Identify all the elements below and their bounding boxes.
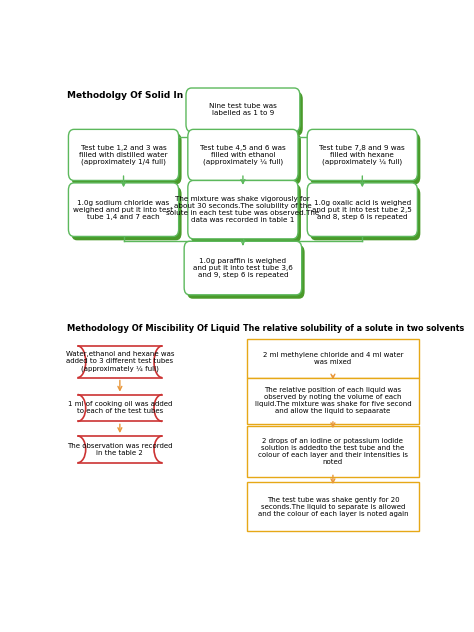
FancyBboxPatch shape <box>191 133 301 185</box>
FancyBboxPatch shape <box>307 183 418 236</box>
Text: 1.0g oxalic acid is weighed
and put it into test tube 2,5
and 8, step 6 is repea: 1.0g oxalic acid is weighed and put it i… <box>312 200 412 220</box>
FancyBboxPatch shape <box>78 346 162 377</box>
FancyBboxPatch shape <box>310 187 420 240</box>
FancyBboxPatch shape <box>186 88 300 132</box>
Text: 1.0g sodium chloride was
weighed and put it into test
tube 1,4 and 7 each: 1.0g sodium chloride was weighed and put… <box>73 200 173 220</box>
Text: Methodolgy Of Solid In Liquid: Methodolgy Of Solid In Liquid <box>66 91 217 100</box>
FancyBboxPatch shape <box>68 130 179 181</box>
FancyBboxPatch shape <box>188 130 298 181</box>
FancyBboxPatch shape <box>307 130 418 181</box>
FancyBboxPatch shape <box>188 181 298 239</box>
FancyBboxPatch shape <box>72 133 182 185</box>
FancyBboxPatch shape <box>246 339 419 377</box>
Text: 2 ml methylene chloride and 4 ml water
was mixed: 2 ml methylene chloride and 4 ml water w… <box>263 351 403 365</box>
Text: Test tube 7,8 and 9 was
filled with hexane
(approximately ¼ full): Test tube 7,8 and 9 was filled with hexa… <box>319 145 405 165</box>
FancyBboxPatch shape <box>68 183 179 236</box>
FancyBboxPatch shape <box>72 187 182 240</box>
Text: Methodology Of Miscibility Of Liquid: Methodology Of Miscibility Of Liquid <box>66 324 239 334</box>
Text: The relative solubility of a solute in two solvents: The relative solubility of a solute in t… <box>243 324 464 334</box>
FancyBboxPatch shape <box>310 133 420 185</box>
Text: The test tube was shake gently for 20
seconds.The liquid to separate is allowed
: The test tube was shake gently for 20 se… <box>257 497 408 516</box>
Text: The observation was recorded
in the table 2: The observation was recorded in the tabl… <box>67 443 173 456</box>
Text: The relative position of each liquid was
observed by noting the volume of each
l: The relative position of each liquid was… <box>255 387 411 414</box>
FancyBboxPatch shape <box>78 394 162 422</box>
Text: Test tube 4,5 and 6 was
filled with ethanol
(approximately ¼ full): Test tube 4,5 and 6 was filled with etha… <box>200 145 286 165</box>
Text: 1 ml of cooking oil was added
to each of the test tubes: 1 ml of cooking oil was added to each of… <box>68 401 172 415</box>
FancyBboxPatch shape <box>78 436 162 463</box>
FancyBboxPatch shape <box>246 426 419 477</box>
FancyBboxPatch shape <box>246 377 419 424</box>
FancyBboxPatch shape <box>246 482 419 531</box>
Text: 2 drops of an iodine or potassium iodide
solution is addedto the test tube and t: 2 drops of an iodine or potassium iodide… <box>258 438 408 465</box>
Text: Test tube 1,2 and 3 was
filled with distilled water
(approximately 1/4 full): Test tube 1,2 and 3 was filled with dist… <box>79 145 168 165</box>
Text: Nine test tube was
labelled as 1 to 9: Nine test tube was labelled as 1 to 9 <box>209 104 277 116</box>
FancyBboxPatch shape <box>184 241 301 295</box>
Text: The mixture was shake vigorously for
about 30 seconds.The solubility of the
solu: The mixture was shake vigorously for abo… <box>166 196 319 223</box>
Text: Water,ethanol and hexane was
added to 3 different test tubes
(approximately ¼ fu: Water,ethanol and hexane was added to 3 … <box>65 351 174 372</box>
FancyBboxPatch shape <box>189 92 303 136</box>
FancyBboxPatch shape <box>191 185 301 243</box>
Text: 1.0g paraffin is weighed
and put it into test tube 3,6
and 9, step 6 is repeated: 1.0g paraffin is weighed and put it into… <box>193 258 293 278</box>
FancyBboxPatch shape <box>187 245 305 299</box>
